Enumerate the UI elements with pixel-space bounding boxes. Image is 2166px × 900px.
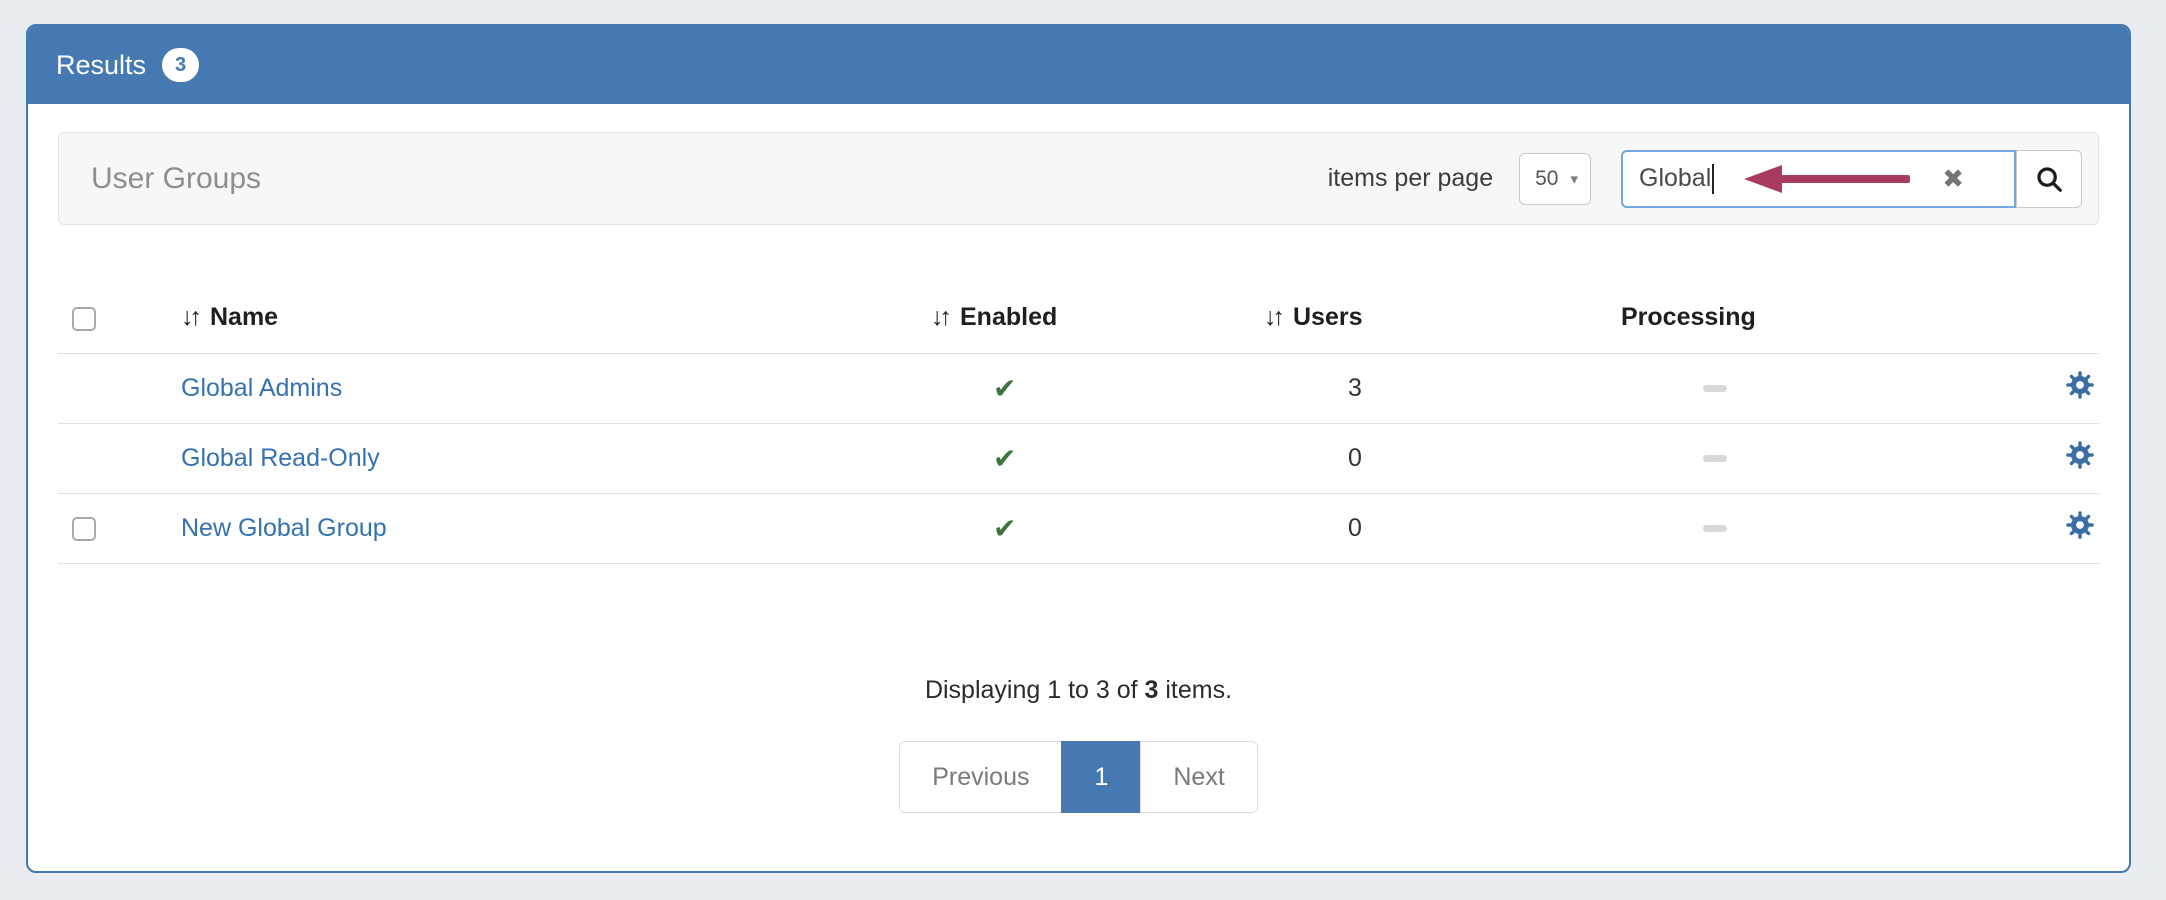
search-input-value: Global (1639, 164, 1712, 192)
users-count: 3 (1264, 353, 1621, 424)
row-checkbox[interactable] (72, 516, 96, 541)
users-count: 0 (1264, 423, 1621, 494)
search-icon (2037, 166, 2062, 192)
toolbar-controls: items per page 50 ▾ Global ✖ (1327, 149, 2082, 208)
pagination-previous[interactable]: Previous (899, 740, 1063, 813)
processing-dash (1703, 384, 1727, 392)
items-per-page-label: items per page (1327, 164, 1494, 192)
search-button[interactable] (2016, 149, 2082, 208)
column-header-enabled[interactable]: ↓↑ Enabled (931, 283, 1264, 354)
enabled-check-icon: ✔ (993, 442, 1017, 474)
processing-dash (1703, 524, 1727, 532)
column-header-processing: Processing (1621, 283, 2041, 354)
sort-icon: ↓↑ (931, 303, 952, 332)
results-title: Results (56, 49, 147, 80)
items-per-page-select[interactable]: 50 ▾ (1519, 152, 1591, 205)
sort-icon: ↓↑ (1264, 303, 1285, 332)
column-header-users[interactable]: ↓↑ Users (1264, 283, 1621, 354)
results-count-badge: 3 (162, 48, 200, 82)
sort-icon: ↓↑ (181, 303, 202, 332)
gear-icon[interactable] (2065, 440, 2095, 470)
chevron-down-icon: ▾ (1570, 170, 1578, 188)
group-link[interactable]: Global Read-Only (181, 443, 380, 472)
results-panel-header: Results 3 (28, 26, 2129, 104)
search-group: Global ✖ (1621, 149, 2082, 208)
table-header-row: ↓↑ Name ↓↑ Enabled ↓↑ Users Processing (58, 283, 2099, 354)
column-header-name[interactable]: ↓↑ Name (181, 283, 931, 354)
gear-icon[interactable] (2065, 370, 2095, 400)
total-items: 3 (1144, 675, 1159, 704)
toolbar: User Groups items per page 50 ▾ Global ✖ (58, 132, 2099, 225)
enabled-check-icon: ✔ (993, 372, 1017, 404)
group-link[interactable]: New Global Group (181, 513, 387, 542)
panel-title: User Groups (91, 161, 262, 195)
table-row: Global Admins ✔ 3 (58, 353, 2099, 424)
pagination-next[interactable]: Next (1140, 740, 1258, 813)
select-all-checkbox[interactable] (72, 306, 96, 331)
table-row: Global Read-Only ✔ 0 (58, 423, 2099, 494)
table-row: New Global Group ✔ 0 (58, 493, 2099, 564)
pagination-page-1[interactable]: 1 (1061, 740, 1142, 813)
items-per-page-value: 50 (1535, 166, 1559, 190)
enabled-check-icon: ✔ (993, 512, 1017, 544)
gear-icon[interactable] (2065, 510, 2095, 540)
pagination-summary: Displaying 1 to 3 of 3 items. (924, 675, 1233, 704)
pagination: Previous 1 Next (28, 740, 2129, 813)
results-panel: Results 3 User Groups items per page 50 … (26, 24, 2131, 873)
group-link[interactable]: Global Admins (181, 373, 343, 402)
users-count: 0 (1264, 493, 1621, 564)
annotation-arrow-icon (1744, 164, 1911, 193)
clear-search-icon[interactable]: ✖ (1942, 163, 1964, 193)
processing-dash (1703, 454, 1727, 462)
user-groups-table: ↓↑ Name ↓↑ Enabled ↓↑ Users Processing Glob… (58, 283, 2099, 564)
search-input[interactable]: Global ✖ (1621, 149, 2016, 208)
text-cursor (1712, 163, 1715, 194)
